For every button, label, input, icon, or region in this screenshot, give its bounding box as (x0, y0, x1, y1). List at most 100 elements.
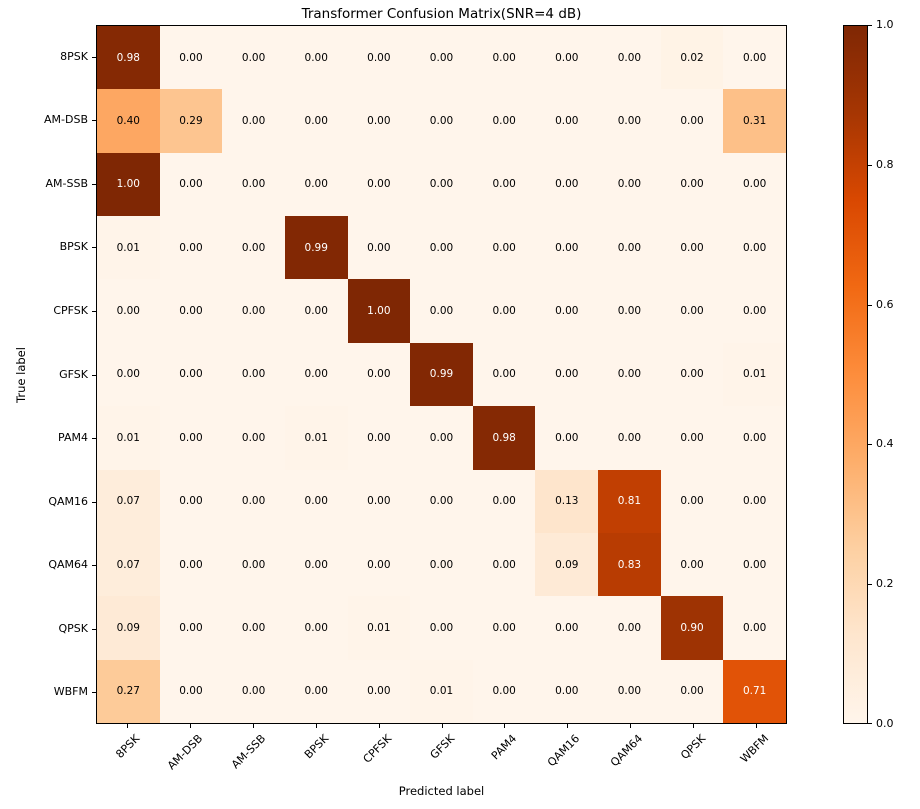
matrix-cell: 0.00 (660, 279, 724, 343)
matrix-cell: 0.00 (159, 216, 223, 280)
x-tick-label: CPFSK (360, 732, 394, 766)
matrix-cell: 0.00 (97, 279, 160, 343)
colorbar-tick-mark (868, 584, 872, 586)
chart-title: Transformer Confusion Matrix(SNR=4 dB) (301, 6, 582, 22)
matrix-cell: 0.00 (598, 216, 661, 280)
matrix-cell: 0.00 (410, 596, 473, 660)
x-tick-mark (441, 724, 443, 728)
x-tick-label: BPSK (301, 732, 332, 762)
matrix-cell: 0.00 (347, 406, 411, 470)
y-tick-mark (92, 692, 96, 694)
x-tick-mark (190, 724, 192, 728)
matrix-cell: 0.00 (723, 532, 786, 597)
y-tick-label: AM-DSB (44, 113, 88, 127)
matrix-cell: 0.83 (598, 532, 661, 597)
colorbar-tick-mark (868, 723, 872, 724)
matrix-cell: 0.01 (97, 406, 160, 470)
matrix-cell: 0.00 (723, 216, 786, 280)
matrix-cell: 0.00 (660, 152, 724, 217)
x-tick-label: QAM16 (545, 732, 583, 770)
colorbar-tick-label: 0.0 (876, 717, 894, 730)
matrix-cell: 0.00 (347, 89, 411, 153)
matrix-cell: 0.00 (222, 279, 285, 343)
colorbar-tick-label: 1.0 (876, 18, 894, 31)
heatmap-plot-area: 0.98 0.00 0.00 0.00 0.00 0.00 0.00 0.00 0.00 0.02… (96, 25, 787, 724)
matrix-cell: 0.00 (535, 216, 599, 280)
matrix-cell: 0.09 (97, 596, 160, 660)
matrix-cell: 0.00 (222, 469, 285, 533)
matrix-cell: 0.01 (723, 342, 786, 407)
matrix-cell: 0.00 (660, 659, 724, 723)
matrix-cell: 0.00 (222, 596, 285, 660)
matrix-cell: 0.00 (222, 406, 285, 470)
matrix-cell: 0.99 (410, 342, 473, 407)
matrix-cell: 0.00 (222, 216, 285, 280)
matrix-cell: 0.00 (410, 469, 473, 533)
matrix-cell: 0.00 (660, 469, 724, 533)
y-tick-label: CPFSK (53, 303, 88, 317)
matrix-cell: 0.07 (97, 532, 160, 597)
colorbar (843, 25, 868, 724)
matrix-cell: 0.00 (472, 532, 536, 597)
matrix-cell: 0.00 (347, 469, 411, 533)
colorbar-tick-mark (868, 444, 872, 446)
x-tick-mark (692, 724, 694, 728)
y-tick-mark (92, 628, 96, 630)
matrix-cell: 0.00 (284, 532, 348, 597)
matrix-cell: 0.98 (97, 26, 160, 90)
matrix-cell: 0.00 (159, 596, 223, 660)
matrix-cell: 0.00 (159, 406, 223, 470)
matrix-cell: 0.00 (598, 89, 661, 153)
matrix-cell: 0.00 (472, 26, 536, 90)
y-tick-mark (92, 120, 96, 122)
x-tick-label: 8PSK (113, 732, 143, 761)
matrix-cell: 0.00 (660, 532, 724, 597)
matrix-cell: 0.81 (598, 469, 661, 533)
matrix-cell: 0.00 (472, 469, 536, 533)
x-tick-mark (378, 724, 380, 728)
x-tick-mark (629, 724, 631, 728)
y-tick-mark (92, 183, 96, 185)
colorbar-tick-label: 0.8 (876, 157, 894, 171)
matrix-cell: 0.01 (284, 406, 348, 470)
y-tick-mark (92, 501, 96, 503)
y-tick-label: 8PSK (60, 49, 88, 63)
matrix-cell: 0.31 (723, 89, 786, 153)
matrix-cell: 0.07 (97, 469, 160, 533)
x-tick-label: QAM64 (607, 732, 646, 770)
matrix-cell: 0.00 (97, 342, 160, 407)
matrix-cell: 0.13 (535, 469, 599, 533)
colorbar-tick-label: 0.4 (876, 437, 894, 451)
matrix-cell: 0.00 (472, 279, 536, 343)
y-tick-label: QAM16 (48, 494, 88, 508)
matrix-cell: 0.00 (410, 406, 473, 470)
matrix-cell: 0.00 (347, 216, 411, 280)
matrix-cell: 0.00 (347, 659, 411, 723)
y-tick-mark (92, 310, 96, 312)
matrix-cell: 0.00 (723, 469, 786, 533)
x-tick-mark (127, 724, 129, 728)
matrix-cell: 0.00 (535, 406, 599, 470)
y-tick-label: QPSK (58, 621, 89, 635)
matrix-cell: 0.00 (410, 279, 473, 343)
matrix-cell: 0.00 (347, 152, 411, 217)
matrix-cell: 0.00 (598, 279, 661, 343)
matrix-cell: 0.00 (284, 26, 348, 90)
matrix-cell: 0.00 (159, 659, 223, 723)
matrix-cell: 0.00 (472, 152, 536, 217)
matrix-cell: 0.02 (660, 26, 724, 90)
matrix-cell: 0.00 (535, 659, 599, 723)
matrix-cell: 0.00 (410, 152, 473, 217)
matrix-cell: 0.00 (535, 279, 599, 343)
y-tick-label: GFSK (59, 367, 88, 381)
colorbar-tick-label: 0.6 (876, 297, 894, 311)
x-tick-mark (315, 724, 317, 728)
matrix-cell: 0.27 (97, 659, 160, 723)
y-tick-label: PAM4 (58, 431, 88, 445)
matrix-cell: 0.00 (723, 26, 786, 90)
x-tick-mark (755, 724, 757, 728)
y-tick-label: BPSK (59, 240, 88, 254)
matrix-cell: 0.00 (222, 26, 285, 90)
x-tick-mark (253, 724, 255, 728)
matrix-cell: 0.00 (222, 659, 285, 723)
